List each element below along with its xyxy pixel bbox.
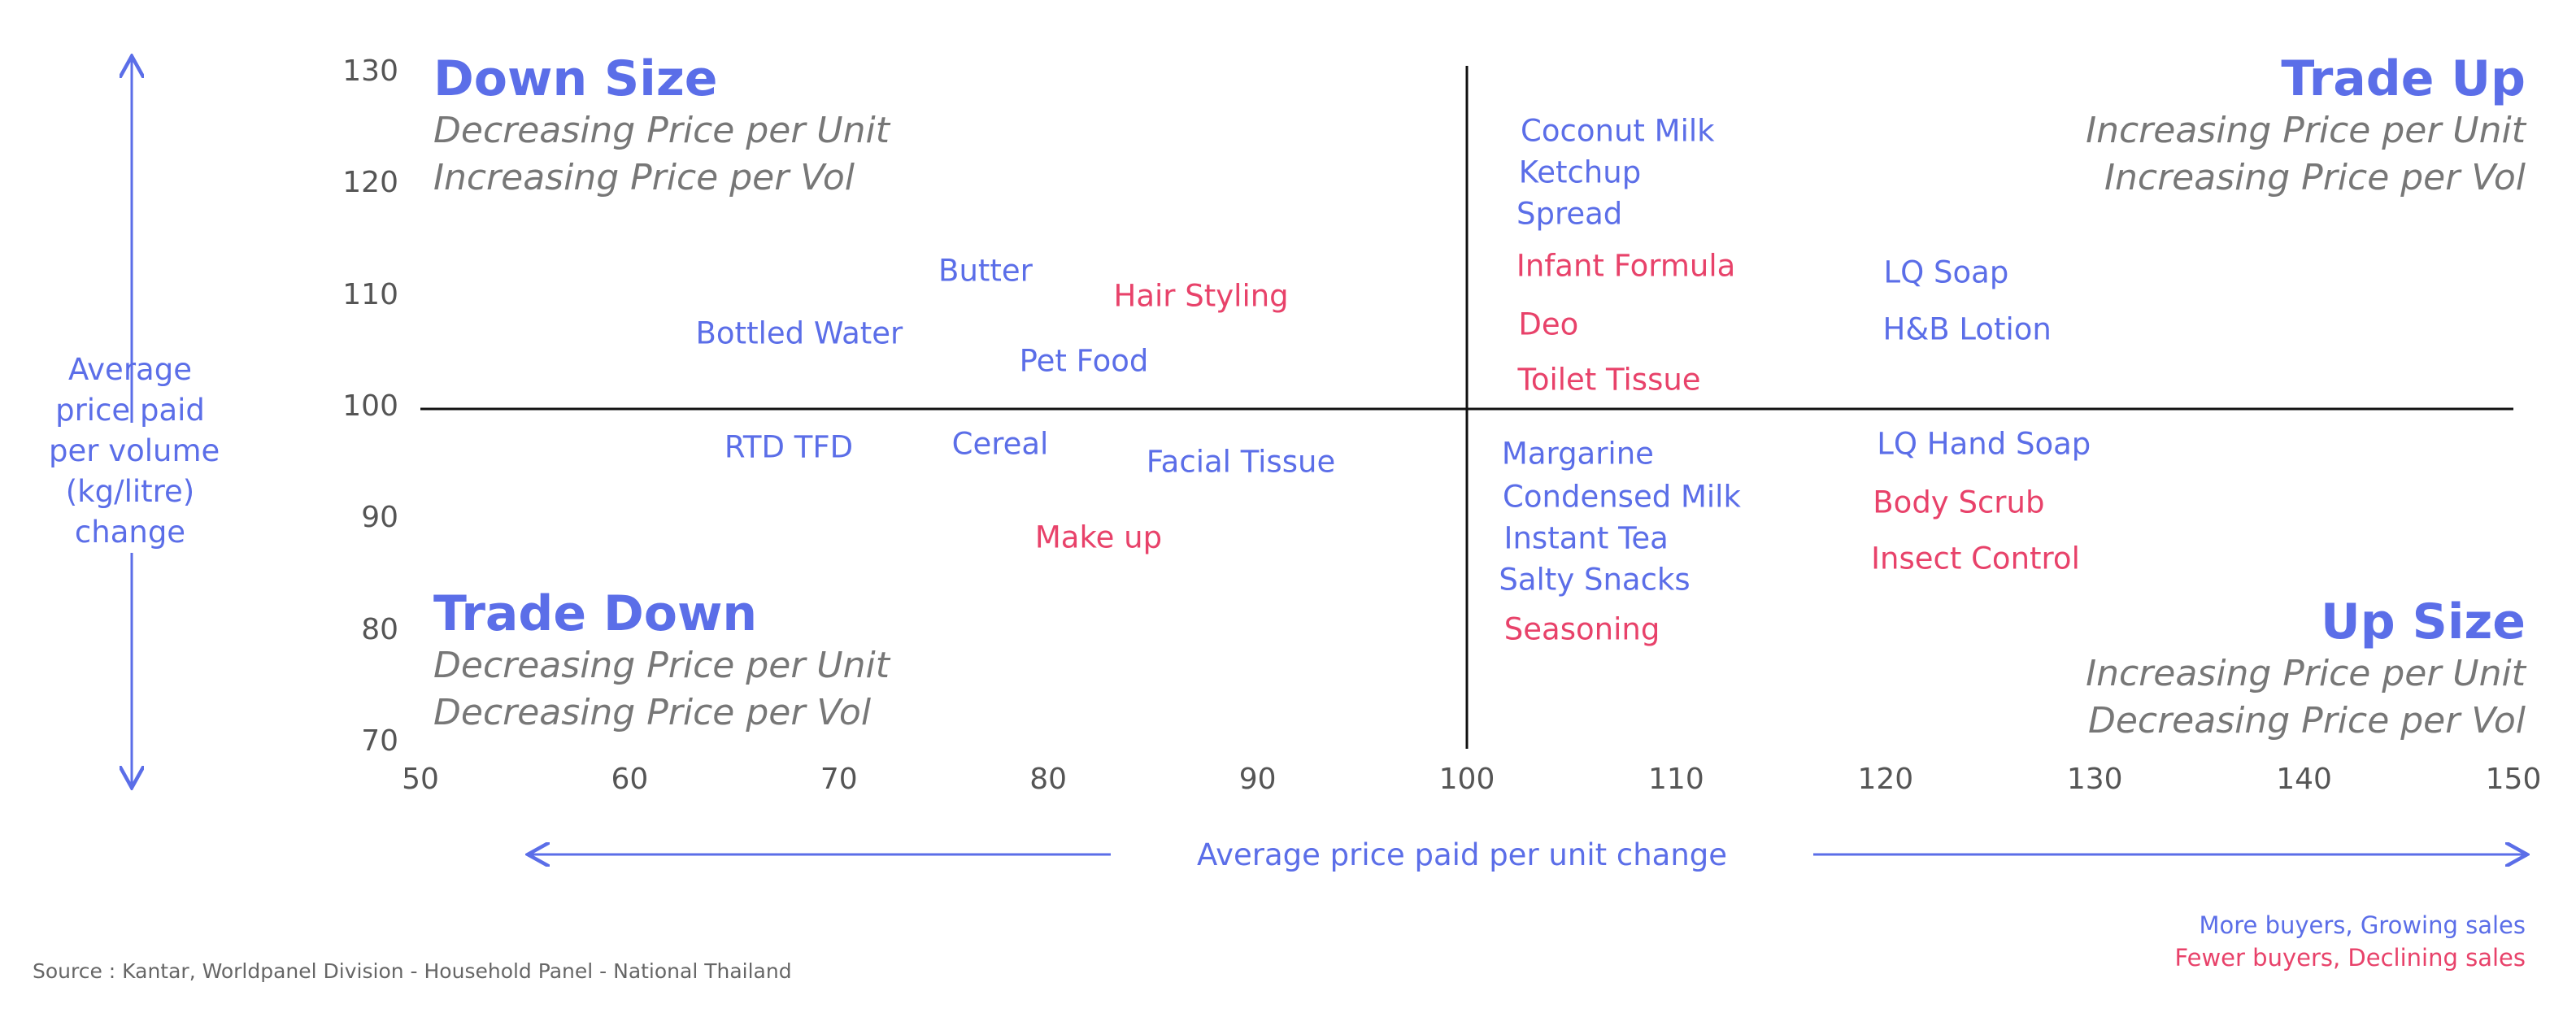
point-label: Cereal xyxy=(951,426,1049,462)
quadrant-title: Trade Up xyxy=(2281,50,2526,107)
point-label: LQ Hand Soap xyxy=(1877,426,2091,462)
y-axis-label-line: per volume xyxy=(49,433,220,468)
y-tick-label: 70 xyxy=(361,724,398,758)
point-label: Body Scrub xyxy=(1873,485,2045,520)
x-tick-label: 150 xyxy=(2485,763,2542,796)
quadrant-subtitle: Decreasing Price per Unit xyxy=(433,645,890,686)
quadrant-bottom-left: Trade Down Decreasing Price per Unit Decre… xyxy=(433,585,890,737)
point-label: Infant Formula xyxy=(1516,248,1736,284)
point-label: Deo xyxy=(1518,307,1579,342)
y-tick-label: 80 xyxy=(361,612,398,646)
y-axis-label-line: Average xyxy=(68,352,192,387)
quadrant-top-right: Trade Up Increasing Price per Unit Increas… xyxy=(2086,50,2526,202)
quadrant-subtitle: Increasing Price per Vol xyxy=(433,157,855,198)
y-tick-label: 110 xyxy=(342,277,398,311)
point-label: LQ Soap xyxy=(1883,254,2009,290)
x-tick-label: 90 xyxy=(1238,763,1277,796)
y-tick-label: 130 xyxy=(342,54,398,88)
point-label: Spread xyxy=(1516,196,1623,232)
quadrant-title: Down Size xyxy=(433,50,718,107)
x-axis-label: Average price paid per unit change xyxy=(1196,837,1728,872)
quadrant-subtitle: Increasing Price per Unit xyxy=(2086,653,2526,694)
quadrant-title: Up Size xyxy=(2321,593,2526,650)
point-label: Salty Snacks xyxy=(1499,562,1690,598)
y-axis-label-line: (kg/litre) xyxy=(65,474,195,509)
point-label: Make up xyxy=(1034,520,1163,555)
y-tick-label: 120 xyxy=(342,166,398,200)
point-label: Instant Tea xyxy=(1503,520,1669,556)
x-tick-label: 110 xyxy=(1648,763,1704,796)
quadrant-subtitle: Increasing Price per Vol xyxy=(2104,157,2526,198)
x-tick-label: 70 xyxy=(820,763,858,796)
quadrant-subtitle: Decreasing Price per Vol xyxy=(433,692,872,733)
x-tick-label: 100 xyxy=(1438,763,1495,796)
point-label: Seasoning xyxy=(1503,611,1660,647)
y-tick-label: 90 xyxy=(361,501,398,535)
quadrant-subtitle: Increasing Price per Unit xyxy=(2086,110,2526,151)
legend-item-growing: More buyers, Growing sales xyxy=(2199,911,2526,939)
point-label: RTD TFD xyxy=(724,429,854,465)
quadrant-top-left: Down Size Decreasing Price per Unit Increa… xyxy=(433,50,890,202)
y-tick-label: 100 xyxy=(342,389,398,423)
point-label: Butter xyxy=(938,253,1033,289)
point-label: Pet Food xyxy=(1019,343,1149,379)
legend: More buyers, Growing sales Fewer buyers,… xyxy=(2175,909,2526,974)
x-tick-label: 50 xyxy=(402,763,439,796)
y-axis-label-line: price paid xyxy=(55,393,205,428)
point-label: Insect Control xyxy=(1871,541,2080,576)
x-tick-label: 140 xyxy=(2276,763,2332,796)
point-label: Margarine xyxy=(1501,436,1654,472)
point-label: Hair Styling xyxy=(1113,278,1289,314)
y-axis-label-line: change xyxy=(74,515,186,550)
point-label: Ketchup xyxy=(1518,154,1642,190)
y-axis-label: Average price paid per volume (kg/litre) cha… xyxy=(49,350,220,553)
x-tick-label: 130 xyxy=(2066,763,2123,796)
quadrant-title: Trade Down xyxy=(433,585,758,642)
point-label: Toilet Tissue xyxy=(1517,362,1701,398)
legend-item-declining: Fewer buyers, Declining sales xyxy=(2174,944,2526,972)
point-label: H&B Lotion xyxy=(1882,311,2052,347)
x-tick-label: 60 xyxy=(611,763,649,796)
quadrant-subtitle: Decreasing Price per Unit xyxy=(433,110,890,151)
point-label: Coconut Milk xyxy=(1521,113,1715,149)
quadrant-bottom-right: Up Size Increasing Price per Unit Decreasi… xyxy=(2086,593,2526,745)
x-tick-label: 120 xyxy=(1857,763,1914,796)
x-tick-label: 80 xyxy=(1029,763,1068,796)
point-label: Condensed Milk xyxy=(1503,479,1741,515)
source-note: Source : Kantar, Worldpanel Division - H… xyxy=(33,959,792,983)
quadrant-subtitle: Decreasing Price per Vol xyxy=(2087,700,2526,741)
point-label: Bottled Water xyxy=(695,315,903,351)
point-label: Facial Tissue xyxy=(1146,444,1336,480)
